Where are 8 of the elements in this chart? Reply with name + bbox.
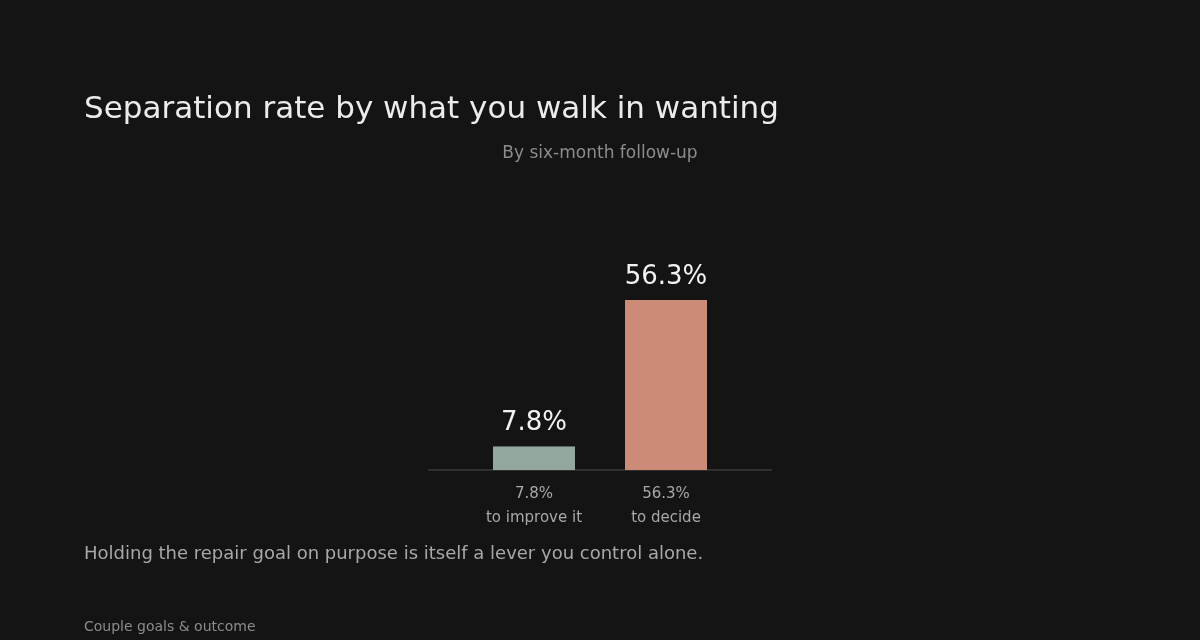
chart-subtitle: By six-month follow-up bbox=[502, 142, 698, 162]
data-label: 56.3% bbox=[624, 260, 708, 290]
data-label: 7.8% bbox=[500, 406, 568, 437]
chart-title: Separation rate by what you walk in wanting bbox=[84, 89, 779, 125]
x-tick-label: 56.3% to decide bbox=[631, 484, 701, 526]
x-tick-label: 7.8% to improve it bbox=[485, 484, 583, 526]
text: Couple goals & outcome bbox=[84, 618, 256, 634]
text: Holding the repair goal on purpose is itself a lever you control alone. bbox=[84, 542, 704, 563]
